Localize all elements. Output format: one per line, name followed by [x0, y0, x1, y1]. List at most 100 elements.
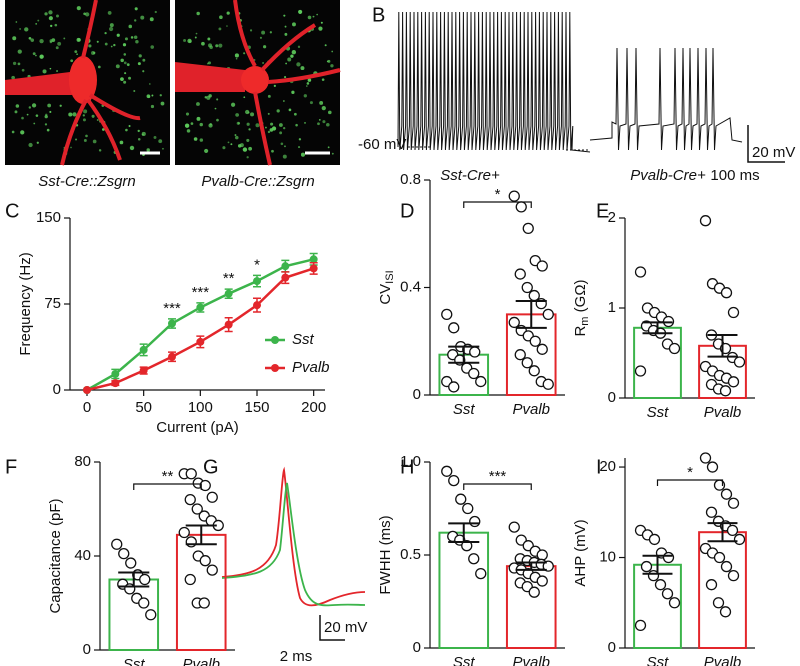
data-point: [634, 365, 647, 377]
x-tick-label: Pvalb: [704, 654, 742, 666]
speck: [49, 40, 53, 44]
speck: [134, 19, 137, 22]
speck: [291, 50, 297, 55]
speck: [14, 110, 18, 114]
speck: [282, 154, 287, 159]
speck: [279, 131, 283, 135]
error-bar: [515, 299, 547, 329]
speck: [188, 40, 192, 43]
speck: [278, 123, 283, 127]
speck: [72, 112, 77, 117]
speck: [20, 130, 25, 135]
speck: [207, 37, 211, 41]
data-point: [719, 385, 732, 397]
speck: [30, 38, 35, 42]
speck: [74, 50, 78, 54]
data-point: [634, 619, 647, 632]
speck: [243, 52, 246, 55]
speck: [284, 32, 288, 36]
data-point: [206, 564, 218, 576]
speck: [285, 62, 287, 65]
speck: [255, 123, 260, 128]
speck: [75, 138, 78, 141]
data-point: [720, 560, 733, 573]
significance-bracket: [463, 483, 532, 490]
image-caption: Pvalb-Cre::Zsgrn: [201, 173, 314, 190]
speck: [128, 76, 132, 80]
data-point: [640, 560, 653, 573]
speck: [134, 7, 138, 11]
speck: [185, 112, 190, 116]
data-point: [699, 215, 712, 227]
data-point: [699, 452, 712, 464]
speck: [267, 112, 270, 115]
annotation: ***: [192, 284, 210, 301]
data-point: [468, 367, 480, 380]
data-point: [542, 560, 554, 572]
speck: [267, 130, 271, 134]
y-tick-label: 75: [44, 295, 61, 312]
speck: [283, 127, 286, 130]
speck: [322, 120, 326, 124]
data-point: [469, 346, 481, 358]
data-point: [462, 502, 474, 515]
speck: [11, 75, 15, 80]
speck: [84, 12, 90, 17]
baseline-label: -60 mV: [358, 136, 406, 153]
speck: [113, 43, 116, 47]
significance: ***: [489, 468, 507, 485]
legend-marker: [271, 336, 279, 344]
speck: [321, 105, 326, 111]
data-point: [634, 266, 647, 278]
speck: [146, 94, 151, 99]
speck: [126, 63, 130, 67]
x-tick-label: Sst: [453, 654, 476, 666]
significance: **: [162, 468, 174, 485]
speck: [259, 36, 262, 39]
speck: [309, 101, 313, 105]
data-point: [536, 260, 548, 272]
speck: [297, 45, 301, 49]
speck: [21, 68, 25, 72]
speck: [47, 103, 52, 108]
speck: [320, 21, 323, 24]
speck: [227, 141, 230, 144]
data-point: [139, 573, 151, 586]
speck: [269, 31, 272, 34]
speck: [307, 15, 312, 20]
speck: [190, 122, 194, 125]
y-axis-label-text: FWHH (ms): [377, 515, 394, 594]
speck: [12, 36, 17, 41]
x-tick-label: Sst: [647, 654, 670, 666]
speck: [120, 58, 124, 63]
speck: [24, 27, 29, 32]
speck: [123, 61, 127, 65]
data-point: [712, 597, 725, 609]
y-axis-label-text: R: [572, 326, 589, 337]
data-point: [528, 586, 540, 598]
point: [281, 273, 290, 282]
speck: [249, 29, 253, 32]
y-tick-label: 0: [608, 639, 616, 656]
significance-bracket: [656, 479, 724, 486]
x-tick-label: Sst: [647, 404, 670, 421]
data-point: [521, 281, 533, 294]
point: [111, 369, 120, 378]
point: [224, 320, 233, 329]
speck: [235, 113, 239, 117]
y-axis-label: Rm (GΩ): [572, 279, 591, 336]
speck: [42, 69, 47, 74]
speck: [28, 106, 32, 109]
speck: [150, 45, 155, 49]
data-point: [727, 306, 740, 319]
speck: [54, 23, 58, 27]
speck: [283, 14, 286, 17]
speck: [82, 114, 85, 117]
data-point: [184, 493, 196, 506]
panel-label: F: [5, 456, 17, 478]
speck: [153, 135, 157, 139]
speck: [104, 31, 107, 35]
data-point: [198, 597, 210, 609]
speck: [123, 80, 127, 84]
data-point: [648, 533, 661, 546]
